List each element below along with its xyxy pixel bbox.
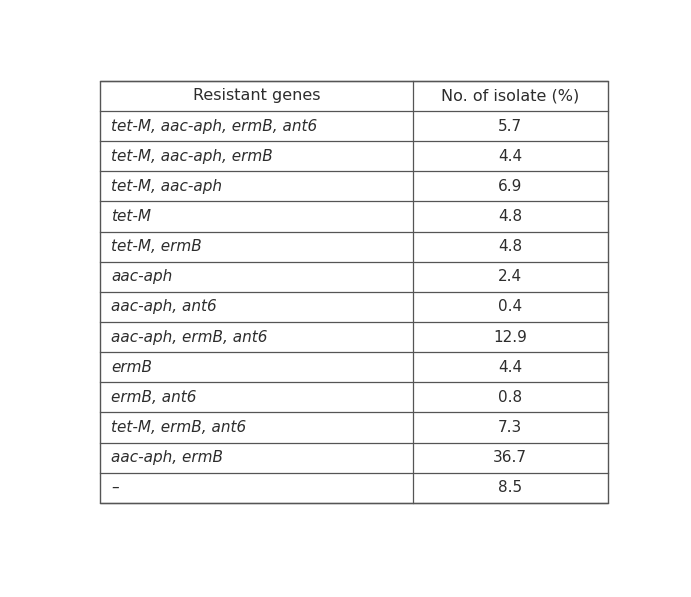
Text: aac-aph: aac-aph — [111, 269, 172, 284]
Text: No. of isolate (%): No. of isolate (%) — [441, 88, 579, 103]
Text: 0.4: 0.4 — [498, 300, 522, 315]
Text: tet-M, ermB: tet-M, ermB — [111, 239, 202, 254]
Text: 5.7: 5.7 — [498, 119, 522, 134]
Text: aac-aph, ant6: aac-aph, ant6 — [111, 300, 217, 315]
Text: 0.8: 0.8 — [498, 390, 522, 405]
Text: 36.7: 36.7 — [493, 450, 527, 465]
Text: 4.8: 4.8 — [498, 209, 522, 224]
Text: aac-aph, ermB: aac-aph, ermB — [111, 450, 223, 465]
Text: aac-aph, ermB, ant6: aac-aph, ermB, ant6 — [111, 330, 267, 344]
Text: tet-M: tet-M — [111, 209, 151, 224]
Text: 2.4: 2.4 — [498, 269, 522, 284]
Text: 8.5: 8.5 — [498, 480, 522, 496]
Text: tet-M, aac-aph: tet-M, aac-aph — [111, 179, 222, 194]
Text: tet-M, aac-aph, ermB: tet-M, aac-aph, ermB — [111, 149, 273, 164]
Text: 4.4: 4.4 — [498, 149, 522, 164]
Text: 7.3: 7.3 — [498, 420, 522, 435]
Text: –: – — [111, 480, 119, 496]
Text: 4.4: 4.4 — [498, 360, 522, 375]
Text: Resistant genes: Resistant genes — [193, 88, 320, 103]
Text: 6.9: 6.9 — [498, 179, 522, 194]
Text: ermB: ermB — [111, 360, 152, 375]
Text: ermB, ant6: ermB, ant6 — [111, 390, 196, 405]
Text: 12.9: 12.9 — [493, 330, 527, 344]
Text: 4.8: 4.8 — [498, 239, 522, 254]
Text: tet-M, ermB, ant6: tet-M, ermB, ant6 — [111, 420, 246, 435]
Text: tet-M, aac-aph, ermB, ant6: tet-M, aac-aph, ermB, ant6 — [111, 119, 317, 134]
